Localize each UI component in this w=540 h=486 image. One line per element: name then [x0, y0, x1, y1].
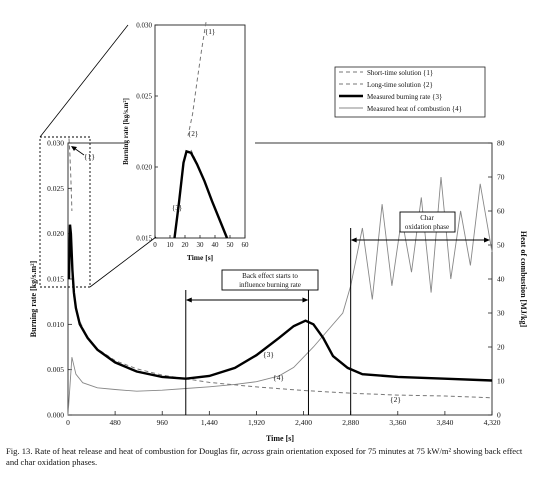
zoom-region-box	[39, 136, 91, 288]
series-label-4: {4}	[273, 373, 284, 382]
inset-label-1: {1}	[205, 28, 215, 36]
series-label-3: {3}	[263, 350, 274, 359]
inset-y-tick-label: 0.015	[136, 235, 152, 243]
inset-y-tick-label: 0.025	[136, 93, 152, 101]
zoom-connector-bottom	[89, 236, 157, 288]
y-tick-label: 0.020	[47, 229, 64, 238]
series-line	[68, 138, 73, 212]
y2-tick-label: 70	[497, 173, 505, 182]
y2-tick-label: 30	[497, 309, 505, 318]
inset-y-axis-label: Burning rate [kg/s.m²]	[122, 98, 130, 165]
inset-x-tick-label: 30	[197, 241, 205, 249]
inset-y-tick-label: 0.020	[136, 164, 152, 172]
x-axis-label: Time [s]	[266, 434, 294, 443]
zoom-connector-top	[39, 24, 129, 138]
y-tick-label: 0.000	[47, 411, 64, 420]
inset-x-tick-label: 40	[212, 241, 220, 249]
back-effect-arrowhead-left	[185, 297, 192, 303]
legend-entry: Long-time solution {2}	[367, 81, 433, 89]
x-tick-label: 2,880	[342, 418, 359, 427]
x-tick-label: 1,440	[201, 418, 218, 427]
inset-label-2: {2}	[188, 130, 198, 138]
inset-background	[125, 21, 255, 268]
x-tick-label: 2,400	[295, 418, 312, 427]
figure-caption: Fig. 13. Rate of heat release and heat o…	[6, 446, 534, 468]
x-tick-label: 960	[157, 418, 169, 427]
label-1-arrowhead	[71, 146, 77, 151]
main-chart: 0 480 960 1,440 1,920 2,400 2,880 3,360 3,840 4,3…	[29, 66, 528, 443]
caption-suffix: grain orientation exposed for 75 minutes…	[6, 446, 523, 467]
y-axis-label: Burning rate [kg/s.m²]	[29, 260, 38, 337]
y-tick-label: 0.015	[47, 275, 64, 284]
char-oxidation-box	[399, 211, 456, 233]
series-line	[67, 176, 493, 416]
caption-prefix: Fig. 13. Rate of heat release and heat o…	[6, 446, 240, 456]
back-effect-arrowhead-right	[302, 297, 309, 303]
inset-x-tick-label: 60	[242, 241, 250, 249]
back-effect-line-2: influence burning rate	[239, 281, 301, 289]
inset-x-tick-label: 0	[153, 241, 157, 249]
inset-series-line	[187, 22, 207, 136]
back-effect-box	[221, 269, 319, 291]
inset-x-axis-label: Time [s]	[187, 253, 213, 262]
x-tick-label: 3,840	[436, 418, 453, 427]
y2-tick-label: 40	[497, 275, 505, 284]
y2-tick-label: 60	[497, 207, 505, 216]
inset-x-tick-label: 50	[227, 241, 235, 249]
label-1-pointer	[73, 147, 85, 156]
y-tick-label: 0.025	[47, 184, 64, 193]
legend-entry: Measured heat of combustion {4}	[367, 105, 462, 113]
y2-axis-label: Heat of combustion [MJ/kg]	[519, 231, 528, 328]
y-tick-label: 0.010	[47, 320, 64, 329]
y2-tick-label: 10	[497, 377, 505, 386]
y2-tick-label: 80	[497, 139, 505, 148]
inset-x-tick-label: 20	[182, 241, 190, 249]
x-tick-label: 480	[109, 418, 121, 427]
legend-entry: Measured burning rate {3}	[367, 93, 442, 101]
series-line	[71, 274, 493, 399]
char-oxidation-line-2: oxidation phase	[405, 223, 449, 231]
y-tick-label: 0.005	[47, 365, 64, 374]
series-label-2: {2}	[390, 395, 401, 404]
y-tick-label: 0.030	[47, 139, 64, 148]
caption-italic: across	[241, 446, 265, 456]
char-oxidation-arrowhead-left	[350, 237, 357, 243]
y2-tick-label: 50	[497, 241, 505, 250]
back-effect-line-1: Back effect starts to	[242, 272, 298, 280]
series-label-1: {1}	[84, 152, 95, 161]
char-oxidation-arrowhead-right	[484, 237, 491, 243]
overlay	[39, 24, 157, 288]
x-tick-label: 0	[66, 418, 70, 427]
x-tick-label: 1,920	[248, 418, 265, 427]
inset-x-tick-label: 10	[167, 241, 175, 249]
legend-entry: Short-time solution {1}	[367, 69, 433, 77]
inset-label-3: {3}	[172, 204, 182, 212]
series-line	[67, 224, 493, 382]
legend-box	[334, 66, 486, 118]
y2-tick-label: 0	[497, 411, 501, 420]
legend: Short-time solution {1} Long-time solutio…	[334, 66, 486, 118]
y2-tick-label: 20	[497, 343, 505, 352]
inset-y-tick-label: 0.030	[136, 22, 152, 30]
char-oxidation-line-1: Char	[420, 214, 434, 222]
inset-series-line	[173, 149, 229, 239]
inset-chart: 0 10 20 30 40 50 60 0.015 0.020 0.025 0.030 Time [s…	[122, 21, 255, 268]
x-tick-label: 3,360	[389, 418, 406, 427]
x-tick-label: 4,320	[484, 418, 501, 427]
